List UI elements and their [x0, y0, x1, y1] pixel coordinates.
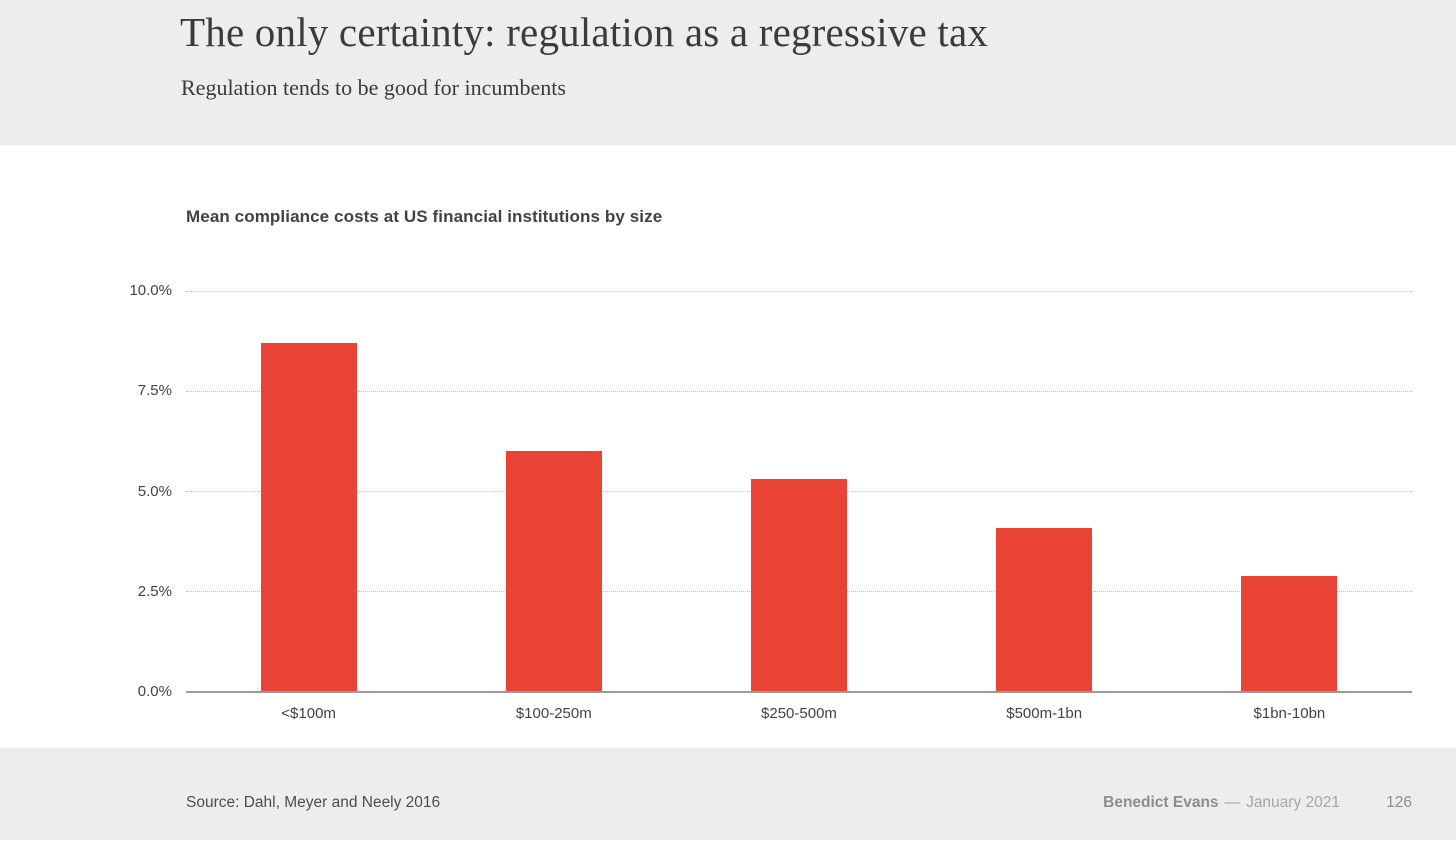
source-note: Source: Dahl, Meyer and Neely 2016: [186, 794, 441, 811]
x-axis-category-label: <$100m: [281, 705, 336, 722]
x-axis-category-label: $1bn-10bn: [1253, 705, 1326, 722]
footer-credit: Benedict Evans — January 2021: [1103, 794, 1340, 811]
y-axis-tick-label: 2.5%: [137, 582, 172, 600]
x-axis-category-label: $500m-1bn: [1006, 705, 1083, 722]
x-axis-line: [186, 691, 1412, 693]
presentation-date: January 2021: [1246, 794, 1340, 811]
footer-band: Source: Dahl, Meyer and Neely 2016 Bened…: [0, 748, 1456, 840]
bar: [1241, 575, 1338, 692]
x-axis-category-label: $100-250m: [515, 705, 592, 722]
gridline: [186, 390, 1412, 392]
x-axis-category-label: $250-500m: [761, 705, 837, 722]
slide-title: The only certainty: regulation as a regr…: [180, 9, 989, 55]
bar-chart-plot-area: 0.0% 2.5% 5.0% 7.5% 10.0% <$100m $100-250m $250…: [129, 282, 1412, 722]
bar: [996, 527, 1093, 692]
author-name: Benedict Evans: [1103, 794, 1219, 811]
y-axis-tick-label: 7.5%: [137, 382, 172, 400]
y-axis-tick-label: 10.0%: [129, 282, 172, 299]
y-axis-tick-label: 0.0%: [137, 683, 172, 700]
gridline: [186, 290, 1412, 292]
page-number: 126: [1386, 794, 1412, 811]
slide-subtitle: Regulation tends to be good for incumben…: [181, 75, 566, 100]
bar: [260, 343, 357, 692]
bar: [751, 479, 847, 692]
y-axis-tick-label: 5.0%: [137, 482, 172, 500]
header-band: The only certainty: regulation as a regr…: [0, 0, 1456, 145]
bar: [505, 451, 602, 692]
credit-separator: —: [1224, 794, 1241, 811]
chart-title: Mean compliance costs at US financial in…: [186, 207, 663, 226]
